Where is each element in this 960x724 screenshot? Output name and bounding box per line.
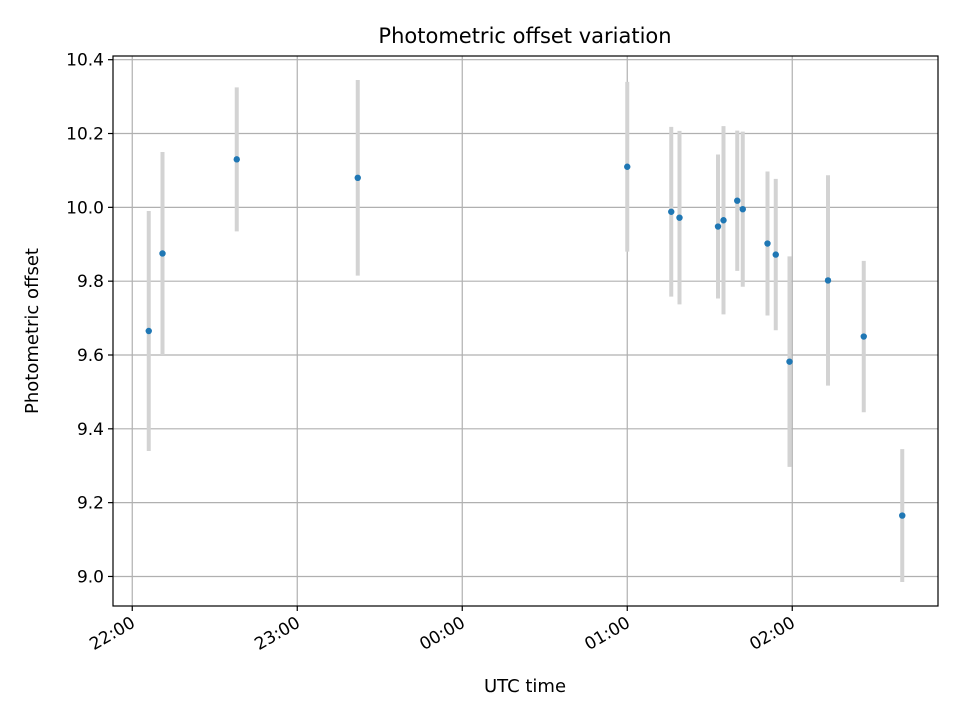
data-point [899,512,906,519]
data-point [668,208,675,215]
x-axis-ticks: 22:00 23:00 00:00 01:00 02:00 [86,606,799,655]
data-point [786,358,793,365]
error-bars [146,79,905,583]
data-point [772,251,779,258]
y-tick-label: 9.0 [77,567,104,587]
x-tick-label: 22:00 [86,613,138,655]
y-tick-label: 9.2 [77,494,104,514]
data-point [354,174,361,182]
x-tick-label: 02:00 [746,613,798,655]
x-tick-label: 23:00 [251,613,303,655]
data-point [860,333,867,340]
data-point [159,250,166,257]
y-tick-label: 9.8 [77,272,104,292]
data-point [145,327,152,335]
y-axis-ticks: 9.0 9.2 9.4 9.6 9.8 10.0 10.2 10.4 [66,51,113,587]
data-point [764,240,771,247]
data-point [734,197,741,204]
y-axis-label: Photometric offset [22,248,43,414]
chart-title: Photometric offset variation [378,24,671,48]
y-tick-label: 10.0 [66,198,104,218]
data-point [714,223,722,230]
y-tick-label: 9.6 [77,346,104,366]
x-tick-label: 00:00 [416,613,468,655]
data-point [676,214,683,221]
y-tick-label: 10.2 [66,125,104,145]
plot-frame [112,55,939,607]
y-tick-label: 10.4 [66,51,104,71]
data-points [145,156,906,519]
data-point [824,277,832,284]
x-tick-label: 01:00 [581,613,633,655]
grid [113,56,938,606]
data-point [624,163,631,170]
data-point [233,156,240,163]
y-tick-label: 9.4 [77,420,104,440]
data-point [720,217,727,224]
x-axis-label: UTC time [484,676,566,697]
data-point [739,205,746,213]
